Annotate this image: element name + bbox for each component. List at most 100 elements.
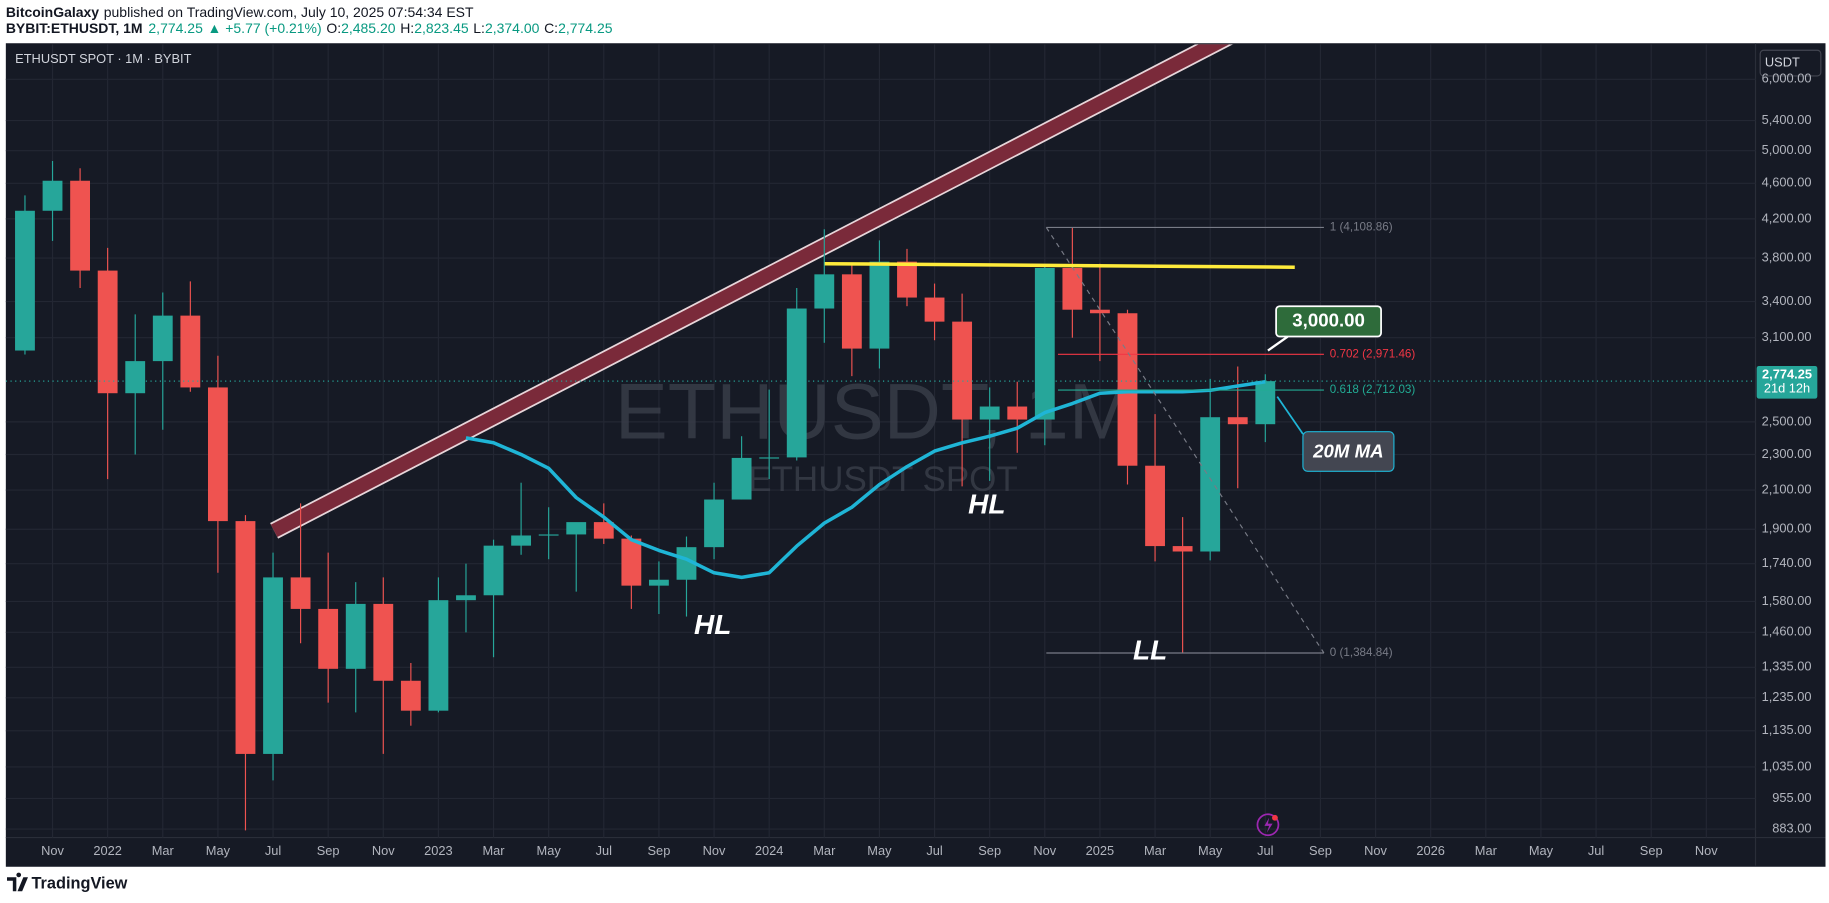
candle-body (400, 680, 421, 711)
target-box (1275, 305, 1382, 338)
y-tick-label: 2,100.00 (1762, 481, 1812, 496)
fib-label: 0.618 (2,712.03) (1330, 383, 1416, 396)
candle-body (566, 522, 587, 535)
icon-dot (1272, 814, 1278, 821)
y-tick-label: 3,400.00 (1762, 293, 1812, 308)
x-tick-label: Nov (703, 843, 726, 858)
annotation: HL (968, 489, 1005, 520)
annotation: HL (694, 609, 731, 640)
y-tick-label: 2,300.00 (1762, 446, 1812, 461)
author: BitcoinGalaxy (6, 4, 99, 20)
x-tick-label: Jul (926, 843, 942, 858)
x-tick-label: 2026 (1416, 843, 1445, 858)
x-tick-label: Mar (813, 843, 836, 858)
header-published: BitcoinGalaxy published on TradingView.co… (6, 4, 474, 20)
x-tick-label: Sep (648, 843, 671, 858)
candle-body (70, 180, 91, 271)
watermark: ETHUSDT, 1M (615, 367, 1135, 456)
x-tick-label: 2023 (424, 843, 453, 858)
candle-body (1145, 465, 1165, 547)
candle-body (263, 577, 283, 754)
currency-button[interactable] (1759, 49, 1822, 77)
candle-body (593, 522, 614, 539)
header-symbol: BYBIT:ETHUSDT, 1M 2,774.25 ▲ +5.77 (+0.21%… (6, 20, 613, 36)
x-tick-label: Nov (41, 843, 64, 858)
candle-body (373, 603, 394, 681)
x-tick-label: May (537, 843, 562, 858)
ma-callout (1302, 431, 1395, 472)
candle-body (1172, 546, 1193, 552)
x-tick-label: Mar (482, 843, 505, 858)
candle-body (1034, 267, 1055, 420)
y-tick-label: 2,500.00 (1762, 413, 1812, 428)
moving-average (465, 380, 1266, 580)
candle-body (759, 457, 780, 459)
price: 2,774.25 (148, 20, 203, 36)
x-tick-label: May (1529, 843, 1554, 858)
x-tick-label: Mar (152, 843, 175, 858)
candle-body (1255, 381, 1276, 425)
target-pointer (1267, 335, 1289, 352)
y-tick-label: 6,000.00 (1762, 71, 1812, 86)
y-tick-label: 1,740.00 (1762, 555, 1812, 570)
candle-body (649, 579, 669, 586)
candle-body (235, 521, 256, 754)
x-tick-label: Sep (978, 843, 1001, 858)
y-tick-label: 1,335.00 (1762, 659, 1812, 674)
trend-channel (270, 44, 1233, 539)
candle-body (704, 499, 724, 548)
y-tick-label: 5,400.00 (1762, 112, 1812, 127)
candle-body (125, 361, 146, 394)
candle-body (1090, 309, 1110, 314)
y-tick-label: 1,580.00 (1762, 593, 1812, 608)
fib-trend (1045, 227, 1325, 654)
x-tick-label: Mar (1475, 843, 1498, 858)
x-tick-label: Sep (1640, 843, 1663, 858)
candle-body (1227, 417, 1248, 425)
annotation: LL (1133, 635, 1167, 666)
y-tick-label: 4,200.00 (1762, 210, 1812, 225)
annotation: 20M MA (1312, 441, 1384, 462)
candle-body (621, 538, 642, 586)
logo: TradingView (6, 872, 128, 893)
y-tick-label: 4,600.00 (1762, 175, 1812, 190)
y-tick-label: 5,000.00 (1762, 142, 1812, 157)
currency-label: USDT (1765, 54, 1800, 69)
ohlc-key: C: (544, 20, 558, 36)
candle-body (924, 297, 945, 322)
icon[interactable] (1256, 813, 1280, 837)
candle-body (15, 210, 35, 351)
y-tick-label: 3,800.00 (1762, 249, 1812, 264)
x-tick-label: May (206, 843, 231, 858)
candle-body (456, 595, 476, 601)
x-tick-label: May (867, 843, 892, 858)
ohlc-value: 2,485.20 (341, 20, 396, 36)
candle-body (869, 261, 890, 349)
candle-body (97, 270, 118, 394)
candle-body (731, 457, 752, 500)
y-tick-label: 955.00 (1772, 790, 1811, 805)
fib-label: 0 (1,384.84) (1330, 646, 1393, 659)
x-tick-label: 2024 (755, 843, 784, 858)
x-tick-label: May (1198, 843, 1223, 858)
x-tick-label: 2022 (93, 843, 122, 858)
candle-body (318, 608, 339, 669)
x-tick-label: Jul (1588, 843, 1604, 858)
published: published on TradingView.com, July 10, 2… (104, 4, 474, 20)
candle-body (897, 261, 917, 298)
logo-mark (6, 872, 28, 892)
icon (1264, 817, 1273, 833)
ohlc-key: L: (473, 20, 485, 36)
price-label: 2,774.25 (1762, 367, 1812, 382)
target-label: 3,000.00 (1292, 309, 1365, 330)
chart-legend: ETHUSDT SPOT · 1M · BYBIT (15, 51, 191, 66)
candle-body (786, 308, 807, 458)
x-tick-label: Sep (1309, 843, 1332, 858)
y-tick-label: 1,035.00 (1762, 758, 1812, 773)
callout-pointer (1276, 396, 1304, 435)
watermark-sub: ETHUSDT SPOT (748, 460, 1018, 499)
y-tick-label: 1,235.00 (1762, 689, 1812, 704)
candle-body (483, 545, 504, 596)
symbol: BYBIT:ETHUSDT, 1M (6, 20, 143, 36)
